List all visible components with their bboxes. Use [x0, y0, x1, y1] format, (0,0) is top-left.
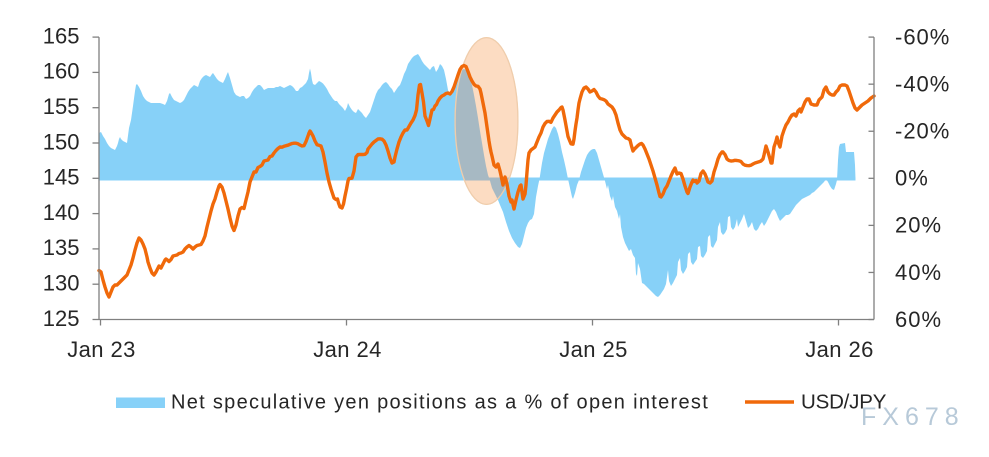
- svg-text:125: 125: [43, 306, 80, 331]
- svg-text:150: 150: [43, 129, 80, 154]
- svg-text:-60%: -60%: [895, 24, 950, 49]
- svg-text:145: 145: [43, 165, 80, 190]
- svg-text:Net speculative yen positions: Net speculative yen positions as a % of …: [171, 392, 709, 414]
- svg-text:Jan 23: Jan 23: [67, 337, 135, 362]
- svg-text:-20%: -20%: [895, 119, 950, 144]
- svg-text:155: 155: [43, 94, 80, 119]
- svg-text:USD/JPY: USD/JPY: [801, 391, 887, 414]
- svg-text:-40%: -40%: [895, 71, 950, 96]
- svg-text:165: 165: [43, 23, 80, 48]
- svg-text:140: 140: [43, 200, 80, 225]
- svg-text:20%: 20%: [895, 213, 942, 238]
- svg-text:FX678: FX678: [861, 403, 965, 431]
- svg-text:135: 135: [43, 235, 80, 260]
- svg-text:40%: 40%: [895, 260, 942, 285]
- svg-text:60%: 60%: [895, 307, 942, 332]
- svg-text:Jan 25: Jan 25: [559, 337, 627, 362]
- svg-text:Jan 24: Jan 24: [313, 337, 381, 362]
- svg-text:0%: 0%: [895, 166, 929, 191]
- svg-text:130: 130: [43, 271, 80, 296]
- svg-text:Jan 26: Jan 26: [805, 337, 873, 362]
- svg-text:160: 160: [43, 59, 80, 84]
